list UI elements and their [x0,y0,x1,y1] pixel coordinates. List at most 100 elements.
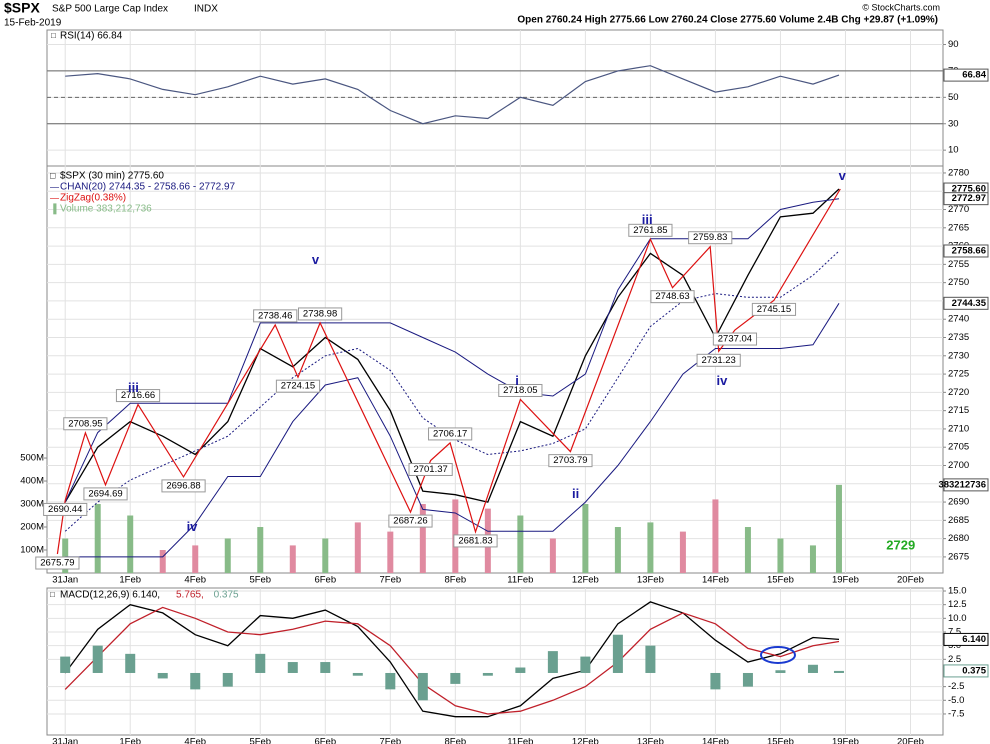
y-tick-label: 2725 [948,369,969,380]
x-tick-label: 5Feb [249,737,271,744]
y-tick-label: 30 [948,118,959,129]
x-tick-label: 12Feb [572,575,599,586]
wave-label: v [312,252,320,267]
volume-tick-label: 200M [20,522,44,533]
histogram-bar [190,672,201,690]
last-value-box [943,192,989,206]
zigzag-line [56,188,841,555]
zigzag-label-box [297,307,343,321]
volume-bar [582,504,589,573]
histogram-bar [320,662,331,673]
legend-label: CHAN(20) 2744.35 - 2758.66 - 2772.97 [60,182,236,193]
legend-marker: □ [51,31,56,40]
zigzag-label: 2761.85 [633,225,667,236]
histogram-bar [125,653,136,673]
last-value-box [943,68,989,82]
x-tick-label: 11Feb [507,575,533,586]
x-tick-label: 7Feb [379,737,401,744]
histogram-bar [255,653,266,673]
zigzag-label-box [83,487,128,501]
histogram-bar [515,667,526,673]
zigzag-label: 2738.98 [303,308,337,319]
x-tick-label: 20Feb [897,575,924,586]
legend-label: RSI(14) 66.84 [60,31,123,42]
volume-bar [62,538,69,573]
x-tick-label: 14Feb [702,575,729,586]
x-tick-label: 13Feb [637,575,664,586]
zigzag-label-box [253,309,298,323]
volume-tick-label: 500M [20,453,44,464]
zigzag-label-box [548,454,593,468]
y-tick-label: -5.0 [948,695,964,706]
y-tick-label: 12.5 [948,599,967,610]
histogram-bar [833,670,844,673]
x-tick-label: 31Jan [52,737,78,744]
volume-bar [94,504,101,573]
zigzag-label: 2745.15 [757,304,791,315]
zigzag-label: 2681.83 [458,535,492,546]
volume-bar [127,515,134,573]
legend-label: Volume 383,212,736 [60,204,152,215]
zigzag-label-box [35,556,80,570]
y-tick-label: 15.0 [948,586,967,597]
histogram-bar [417,672,428,701]
zigzag-label-box [650,290,695,304]
wave-label: v [839,168,847,183]
zigzag-label-box [428,427,473,441]
zigzag-label: 2690.44 [48,504,82,515]
zigzag-label-box [115,389,161,403]
x-tick-label: 4Feb [184,737,206,744]
zigzag-label: 2675.79 [40,558,74,569]
zigzag-label-box [388,514,433,528]
zigzag-label-box [453,534,498,548]
zigzag-label: 2694.69 [88,488,122,499]
rsi-line [65,65,840,125]
y-tick-label: 2720 [948,387,969,398]
legend-label: $SPX (30 min) 2775.60 [60,171,164,182]
volume-bar [614,527,621,573]
wave-label: iii [642,212,653,227]
histogram-bar [385,672,396,690]
zigzag-label-box [408,462,453,476]
macd-panel [46,587,944,736]
highlight-ellipse [760,646,796,664]
layer: 9070503010RSI(14) 66.84□66.8431Jan1Feb4F… [20,30,989,744]
y-tick-label: 2750 [948,277,969,288]
histogram-bar [775,670,786,673]
x-tick-label: 6Feb [314,575,336,586]
histogram-bar [352,672,363,676]
x-tick-label: 31Jan [52,575,78,586]
volume-bar [387,531,394,573]
volume-bar [835,484,842,573]
histogram-bar [807,664,818,673]
last-value-label: 2758.66 [952,245,986,256]
last-value-box [943,478,989,492]
volume-bar [159,550,166,573]
legend-label: 0.375 [214,590,239,601]
x-tick-label: 12Feb [572,737,599,744]
y-tick-label: 50 [948,92,959,103]
x-tick-label: 5Feb [249,575,271,586]
histogram-bar [710,672,721,690]
last-value-box [943,244,989,258]
y-tick-label: 2740 [948,314,969,325]
zigzag-label-box [712,332,758,346]
zigzag-label-box [63,417,108,431]
macd-line [64,606,840,715]
x-tick-label: 1Feb [119,575,141,586]
legend-marker: □ [50,170,56,180]
y-tick-label: 90 [948,39,959,50]
rsi-panel [46,29,944,167]
histogram-bar [742,672,753,687]
volume-bar [549,538,556,573]
last-value-box [943,296,989,310]
macd-line [64,601,840,718]
zigzag-label-box [43,502,88,516]
zigzag-label: 2748.63 [655,291,689,302]
zigzag-label: 2759.83 [693,232,727,243]
zigzag-label: 2687.26 [393,516,427,527]
y-tick-label: 2755 [948,259,969,270]
histogram-bar [612,634,623,673]
x-tick-label: 15Feb [767,737,794,744]
